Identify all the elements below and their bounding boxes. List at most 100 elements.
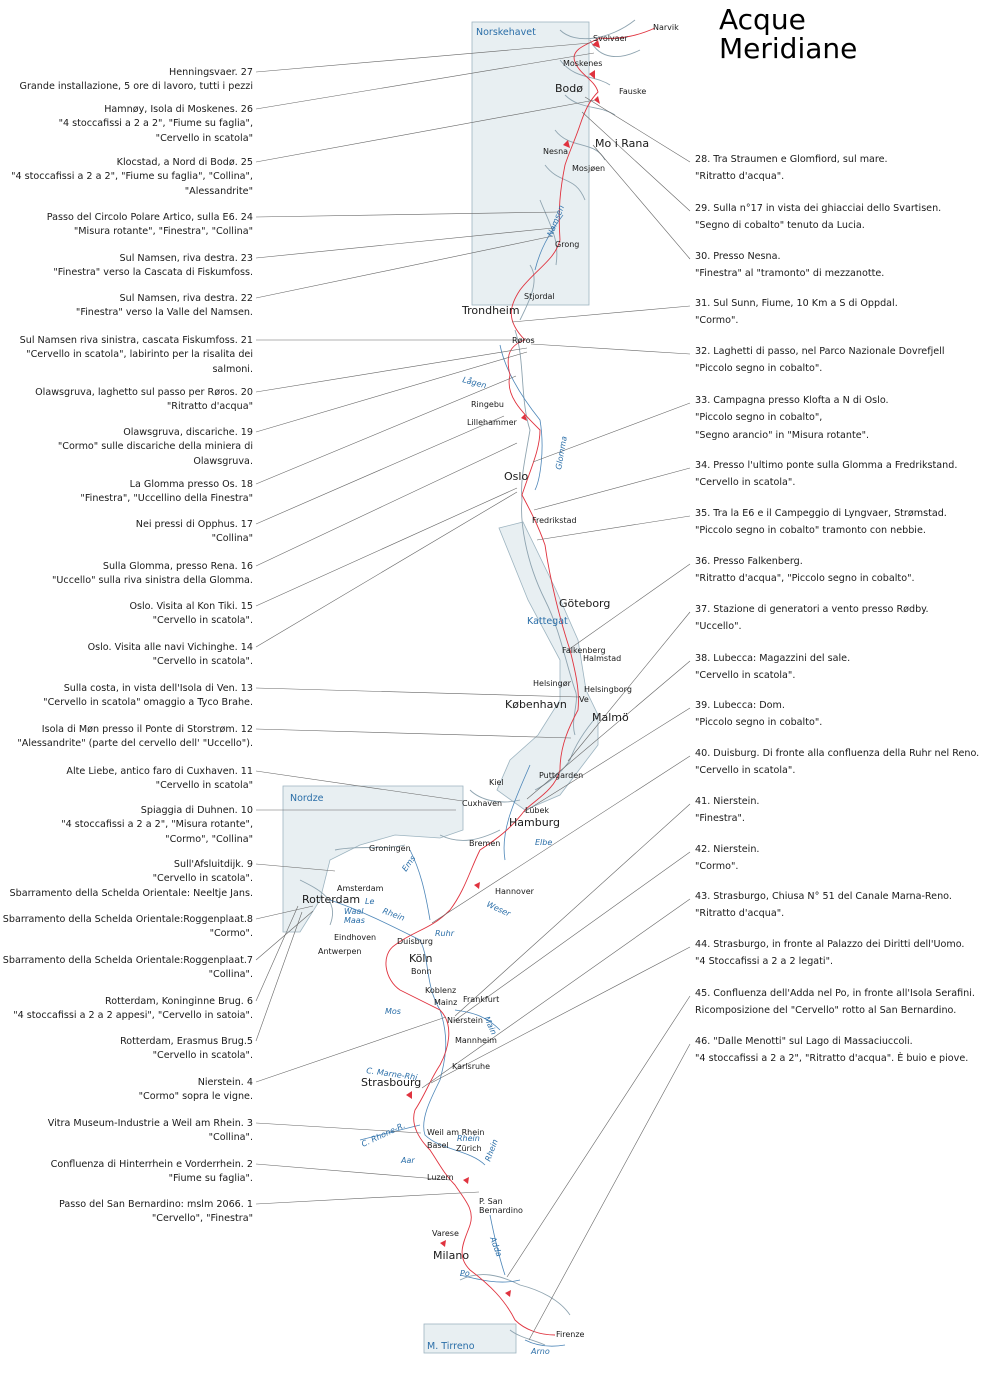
caption-line: "4 stoccafissi a 2 a 2", "Fiume su fagli… [11, 171, 253, 183]
caption-line: "Cervello in scatola" [155, 780, 253, 792]
leader-line-left [255, 1163, 451, 1181]
caption-left-24: Nierstein. 4 "Cormo" sopra le vigne. [139, 1076, 253, 1105]
leader-line-left [255, 211, 561, 218]
caption-right-36: 36. Presso Falkenberg. "Ritratto d'acqua"… [695, 555, 915, 587]
caption-line: "Fiume su faglia". [168, 1173, 253, 1185]
sea-label-norskehavet: Norskehavet [476, 27, 536, 38]
caption-left-23: Rotterdam, Erasmus Brug.5 "Cervello in sc… [120, 1035, 253, 1064]
caption-line: "Cervello in scatola". [695, 765, 796, 777]
leader-line-left [255, 52, 595, 110]
leader-lines-right [421, 96, 691, 1341]
leader-line-right [430, 946, 691, 1084]
caption-line: "Piccolo segno in cobalto" tramonto con … [695, 525, 926, 537]
leader-line-right [511, 305, 691, 323]
caption-left-9: Olawsgruva, discariche. 19 "Cormo" sulle … [58, 426, 253, 469]
city-weil-am-rhein: Weil am Rhein [427, 1128, 484, 1137]
leader-line-left [255, 235, 554, 299]
caption-line: "Cervello in scatola", labirinto per la … [26, 349, 253, 361]
caption-line: "Cormo". [695, 861, 739, 873]
caption-left-1: Henningsvaer. 27 Grande installazione, 5 … [20, 66, 253, 95]
caption-line: Sul Namsen riva sinistra, cascata Fiskum… [19, 335, 253, 346]
caption-line: Sulla Glomma, presso Rena. 16 [102, 561, 253, 572]
caption-line: Ricomposizione del "Cervello" rotto al S… [695, 1005, 957, 1017]
city-p-san: P. San [479, 1197, 503, 1206]
leader-line-right [581, 111, 691, 212]
caption-line: Alte Liebe, antico faro di Cuxhaven. 11 [66, 766, 253, 777]
caption-right-34: 34. Presso l'ultimo ponte sulla Glomma a… [695, 459, 957, 491]
caption-line: Oslo. Visita alle navi Vichinghe. 14 [87, 642, 253, 653]
caption-line: "Piccolo segno in cobalto". [695, 717, 823, 729]
city-milano: Milano [433, 1249, 469, 1262]
leader-line-left [255, 351, 528, 433]
sea-label-nordze: Nordze [290, 793, 324, 804]
caption-line: "4 stoccafissi a 2 a 2", "Fiume su fagli… [58, 118, 253, 130]
caption-line: 30. Presso Nesna. [695, 251, 781, 262]
leader-line-left [255, 347, 528, 393]
caption-left-3: Klocstad, a Nord di Bodø. 25 "4 stoccafis… [11, 156, 253, 199]
caption-left-5: Sul Namsen, riva destra. 23 "Finestra" ve… [53, 252, 253, 281]
caption-left-25: Vitra Museum-Industrie a Weil am Rhein. … [48, 1117, 253, 1146]
city-stjordal: Stjordal [524, 292, 555, 301]
caption-left-21: Sbarramento della Schelda Orientale:Rogg… [3, 954, 253, 983]
caption-line: Nei pressi di Opphus. 17 [135, 519, 253, 530]
caption-line: "Cervello in scatola". [152, 656, 253, 668]
caption-line: 37. Stazione di generatori a vento press… [695, 604, 929, 615]
city-bodo: Bodø [555, 82, 583, 95]
leader-line-left [255, 487, 518, 607]
caption-right-35: 35. Tra la E6 e il Campeggio di Lyngvaer… [695, 507, 947, 539]
city-koln: Köln [409, 952, 432, 965]
city-narvik: Narvik [653, 23, 679, 32]
city-bernardino: Bernardino [479, 1206, 523, 1215]
leader-line-right [567, 563, 691, 651]
city-oslo: Oslo [504, 470, 528, 483]
caption-line: "Segno di cobalto" tenuto da Lucia. [695, 220, 865, 232]
caption-line: 39. Lubecca: Dom. [695, 700, 785, 711]
city-ringebu: Ringebu [471, 400, 504, 409]
city-helsingborg: Helsingborg [584, 685, 632, 694]
city-eindhoven: Eindhoven [334, 933, 376, 942]
caption-left-4: Passo del Circolo Polare Artico, sulla E… [47, 211, 253, 240]
caption-left-20: Sbarramento della Schelda Orientale:Rogg… [3, 913, 253, 942]
city-roros: Røros [512, 336, 535, 345]
title-line-2: Meridiane [719, 32, 858, 65]
caption-left-7: Sul Namsen riva sinistra, cascata Fiskum… [20, 334, 253, 377]
city-kobenhavn: København [505, 698, 567, 711]
caption-line: "Cervello in scatola" omaggio a Tyco Bra… [43, 697, 253, 709]
caption-line: Passo del Circolo Polare Artico, sulla E… [46, 212, 253, 223]
leader-line-right [567, 611, 691, 762]
caption-line: 40. Duisburg. Di fronte alla confluenza … [695, 748, 980, 759]
leader-line-left [255, 770, 464, 802]
caption-line: Sull'Afsluitdijk. 9 [173, 859, 253, 870]
river-rhein-3: Rhein [483, 1138, 499, 1163]
city-kiel: Kiel [489, 778, 504, 787]
leader-line-left [255, 1191, 480, 1205]
caption-line: "Finestra". [695, 813, 745, 825]
caption-line: 29. Sulla n°17 in vista dei ghiacciai de… [695, 203, 942, 214]
caption-left-18: Spiaggia di Duhnen. 10 "4 stoccafissi a 2… [61, 804, 253, 847]
city-basel: Basel [427, 1141, 449, 1150]
caption-left-27: Passo del San Bernardino: mslm 2066. 1 "C… [59, 1198, 253, 1227]
caption-line: "Cervello in scatola" [155, 132, 253, 144]
caption-line: "Cervello in scatola". [152, 873, 253, 885]
caption-left-15: Sulla costa, in vista dell'Isola di Ven.… [43, 682, 253, 711]
city-puttgarden: Puttgarden [539, 771, 583, 780]
caption-line: "4 Stoccafissi a 2 a 2 legati". [695, 956, 834, 968]
caption-line: Grande installazione, 5 ore di lavoro, t… [19, 81, 253, 93]
caption-right-42: 42. Nierstein. "Cormo". [695, 843, 759, 875]
caption-line: "Misura rotante", "Finestra", "Collina" [73, 226, 253, 238]
leader-line-left [255, 415, 505, 525]
city-hannover: Hannover [495, 887, 535, 896]
leader-line-left [255, 910, 314, 961]
caption-line: Sul Namsen, riva destra. 23 [119, 253, 253, 264]
caption-line: "Piccolo segno in cobalto", [695, 412, 823, 424]
caption-line: "Collina". [208, 969, 253, 981]
city-mo-i-rana: Mo i Rana [595, 137, 649, 150]
river-rhone-rhin: C. Rhone-R. [360, 1121, 407, 1149]
caption-line: "Ritratto d'acqua". [695, 171, 785, 183]
caption-line: "Cervello in scatola". [152, 1050, 253, 1062]
city-strasbourg: Strasbourg [361, 1076, 421, 1089]
city-groningen: Groningen [369, 844, 411, 853]
city-trondheim: Trondheim [461, 304, 520, 317]
caption-line: Rotterdam, Erasmus Brug.5 [120, 1036, 253, 1047]
